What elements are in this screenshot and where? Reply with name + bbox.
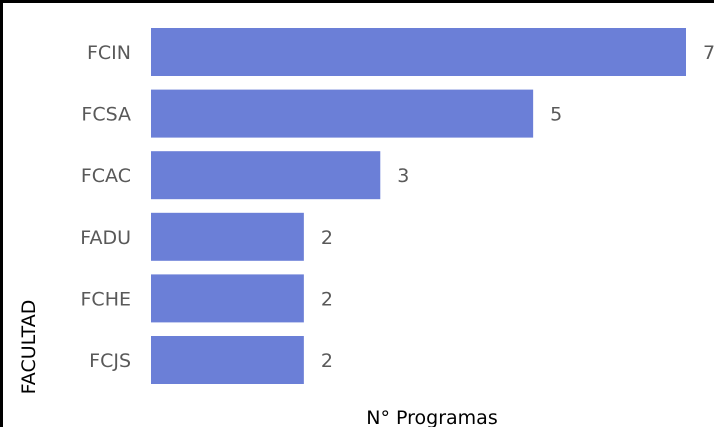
category-label-fcjs: FCJS xyxy=(89,350,131,372)
y-axis-title: FACULTAD xyxy=(18,300,40,395)
value-labels-group: 7 5 3 2 2 2 xyxy=(321,42,714,372)
value-label-fcjs: 2 xyxy=(321,350,333,372)
value-label-fcin: 7 xyxy=(703,42,714,64)
bar-fcin xyxy=(151,28,686,76)
bar-fadu xyxy=(151,212,304,261)
bar-fcsa xyxy=(151,89,534,138)
bar-fcjs xyxy=(151,336,304,384)
category-label-fcsa: FCSA xyxy=(81,104,131,126)
value-label-fcac: 3 xyxy=(397,165,409,187)
x-axis-title: N° Programas xyxy=(366,407,497,427)
bar-fche xyxy=(151,274,304,323)
category-label-fadu: FADU xyxy=(80,227,131,249)
bars-group xyxy=(151,28,686,384)
bar-chart: FCIN FCSA FCAC FADU FCHE FCJS 7 5 3 2 2 2 N° Progr… xyxy=(18,28,714,427)
bar-fcac xyxy=(151,151,381,200)
value-label-fadu: 2 xyxy=(321,227,333,249)
value-label-fcsa: 5 xyxy=(550,104,562,126)
category-label-fche: FCHE xyxy=(81,288,132,310)
category-label-fcac: FCAC xyxy=(81,165,131,187)
value-label-fche: 2 xyxy=(321,288,333,310)
category-label-fcin: FCIN xyxy=(87,42,131,64)
category-labels-group: FCIN FCSA FCAC FADU FCHE FCJS xyxy=(80,42,131,372)
